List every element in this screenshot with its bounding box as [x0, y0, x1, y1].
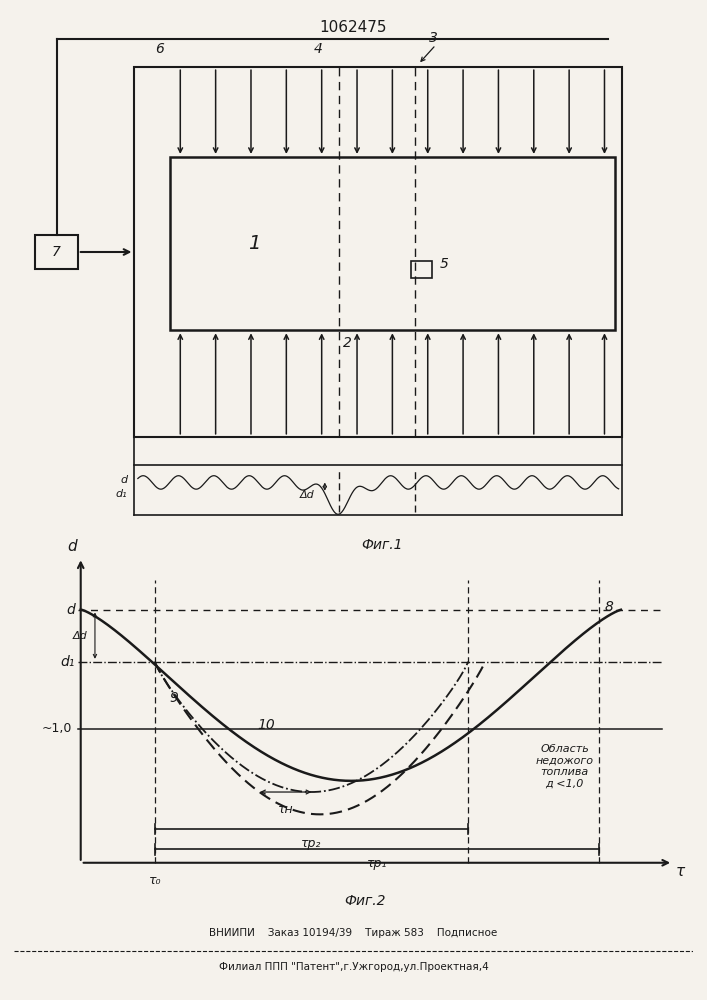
Text: Фиг.1: Фиг.1 — [361, 538, 402, 552]
Text: 4: 4 — [313, 42, 322, 56]
Bar — [134, 67, 622, 437]
Text: Δd: Δd — [300, 490, 314, 500]
Text: 8: 8 — [604, 600, 614, 614]
Text: 2: 2 — [342, 336, 351, 350]
Bar — [170, 157, 615, 330]
Text: 7: 7 — [52, 245, 61, 259]
Text: ВНИИПИ    Заказ 10194/39    Тираж 583    Подписное: ВНИИПИ Заказ 10194/39 Тираж 583 Подписно… — [209, 928, 498, 938]
Text: 3: 3 — [429, 31, 438, 45]
Text: Область
недожого
топлива
д <1,0: Область недожого топлива д <1,0 — [536, 744, 594, 788]
Text: τ: τ — [676, 864, 685, 879]
Text: 6: 6 — [156, 42, 165, 56]
Text: d₁: d₁ — [116, 489, 127, 499]
Text: ~1,0: ~1,0 — [42, 722, 72, 735]
Text: d: d — [66, 603, 75, 617]
Text: d: d — [120, 475, 127, 485]
Text: τ₀: τ₀ — [148, 874, 161, 887]
Text: τн: τн — [278, 803, 293, 816]
Text: τр₁: τр₁ — [367, 857, 387, 870]
Text: 10: 10 — [257, 718, 275, 732]
Text: 1: 1 — [248, 234, 261, 253]
Text: 9: 9 — [169, 691, 178, 705]
Text: Δd: Δd — [73, 631, 88, 641]
Text: τр₂: τр₂ — [301, 837, 322, 850]
Text: 1062475: 1062475 — [320, 20, 387, 35]
Text: Фиг.2: Фиг.2 — [345, 894, 386, 908]
Text: d₁: d₁ — [61, 655, 75, 669]
Text: d: d — [67, 539, 77, 554]
Bar — [35, 235, 78, 269]
Bar — [411, 261, 433, 278]
Text: 5: 5 — [440, 257, 448, 271]
Text: Филиал ППП "Патент",г.Ужгород,ул.Проектная,4: Филиал ППП "Патент",г.Ужгород,ул.Проектн… — [218, 962, 489, 972]
